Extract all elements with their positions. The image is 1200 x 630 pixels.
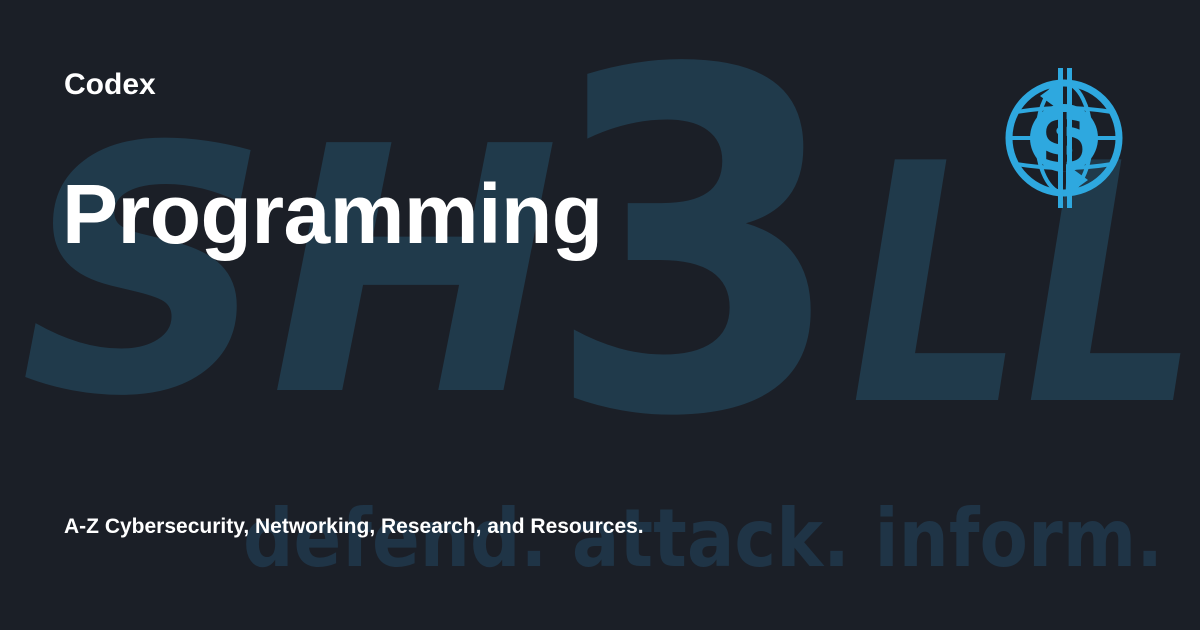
site-name[interactable]: Codex	[64, 68, 156, 101]
watermark-tagline: defend. attack. inform.	[243, 492, 1163, 585]
watermark-left-text: SH	[20, 75, 560, 471]
watermark-three-text: 3	[545, 0, 845, 519]
watermark-right-text: LL	[850, 94, 1200, 478]
dollar-glyph: $	[1041, 101, 1087, 178]
globe-dollar-icon[interactable]: $	[1000, 66, 1128, 210]
site-description: A-Z Cybersecurity, Networking, Research,…	[64, 515, 644, 538]
page-title: Programming	[62, 167, 603, 261]
